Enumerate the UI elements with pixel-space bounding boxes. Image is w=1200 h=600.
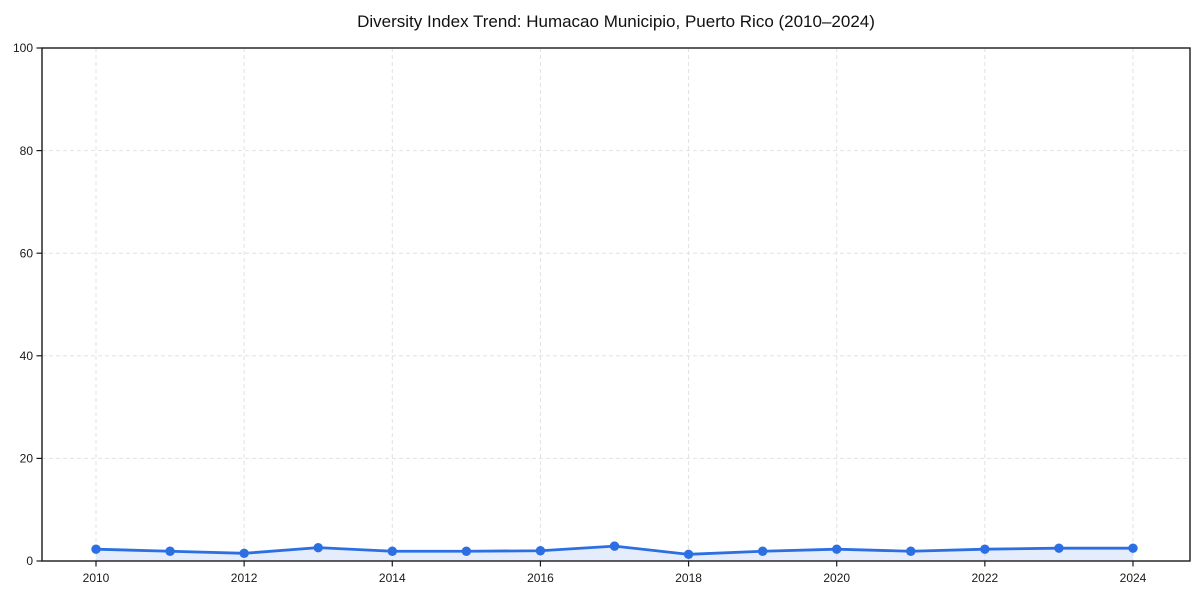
data-point-2015 <box>461 546 472 556</box>
x-tick-label: 2014 <box>379 571 406 585</box>
data-point-2013 <box>313 542 323 553</box>
data-point-2023 <box>1054 543 1064 553</box>
x-tick-label: 2022 <box>972 571 999 585</box>
chart-title: Diversity Index Trend: Humacao Municipio… <box>357 12 875 31</box>
x-tick-label: 2020 <box>823 571 850 585</box>
data-point-2014 <box>387 546 397 556</box>
data-points <box>91 541 1138 560</box>
y-tick-label: 40 <box>20 349 34 363</box>
x-tick-label: 2010 <box>83 571 110 585</box>
data-point-2017 <box>609 541 620 551</box>
x-tick-label: 2018 <box>675 571 702 585</box>
y-tick-label: 0 <box>26 554 33 568</box>
data-point-2012 <box>239 548 249 558</box>
x-tick-label: 2016 <box>527 571 554 585</box>
data-point-2010 <box>91 544 101 554</box>
x-tick-label: 2024 <box>1120 571 1147 585</box>
data-point-2016 <box>535 546 546 556</box>
y-tick-label: 60 <box>20 246 34 260</box>
y-tick-label: 20 <box>20 452 34 466</box>
data-point-2011 <box>165 546 175 556</box>
data-point-2022 <box>980 544 990 554</box>
data-point-2020 <box>832 544 842 554</box>
data-point-2019 <box>757 546 768 556</box>
plot-border <box>41 47 1191 562</box>
y-axis-ticks: 0 20 40 60 80 100 <box>13 41 42 568</box>
data-point-2018 <box>683 549 694 560</box>
y-tick-label: 80 <box>20 144 34 158</box>
y-tick-label: 100 <box>13 41 33 55</box>
x-axis-ticks: 2010 2012 2014 2016 2018 2020 2022 2024 <box>83 561 1147 585</box>
data-point-2024 <box>1128 543 1138 553</box>
x-tick-label: 2012 <box>231 571 258 585</box>
data-point-2021 <box>906 546 916 556</box>
